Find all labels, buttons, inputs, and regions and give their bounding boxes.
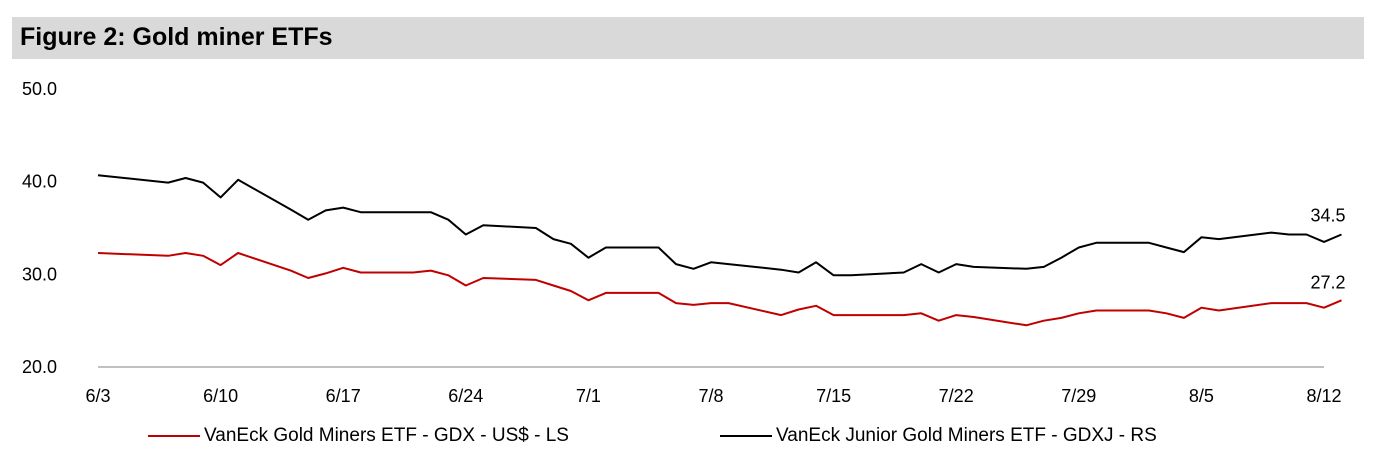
y-tick-label: 20.0 [22, 357, 57, 377]
x-tick-label: 7/8 [698, 386, 723, 406]
x-tick-label: 6/3 [85, 386, 110, 406]
legend-label-gdxj: VanEck Junior Gold Miners ETF - GDXJ - R… [776, 425, 1157, 446]
x-tick-label: 7/15 [816, 386, 851, 406]
y-tick-label: 30.0 [22, 264, 57, 284]
x-tick-label: 8/12 [1306, 386, 1341, 406]
x-tick-label: 6/17 [326, 386, 361, 406]
series-lines [97, 174, 1342, 327]
series-end-label-1: 34.5 [1310, 205, 1345, 225]
x-tick-label: 7/1 [576, 386, 601, 406]
x-tick-label: 8/5 [1189, 386, 1214, 406]
y-axis-ticks: 50.0 40.0 30.0 20.0 [22, 79, 57, 377]
figure-title: Figure 2: Gold miner ETFs [20, 23, 333, 51]
legend-entry-gdxj: VanEck Junior Gold Miners ETF - GDXJ - R… [720, 424, 1157, 448]
x-axis-ticks: 6/3 6/10 6/17 6/24 7/1 7/8 7/15 7/22 7/29 8/5 8/12 [85, 386, 1341, 406]
y-tick-label: 40.0 [22, 172, 57, 192]
y-tick-label: 50.0 [22, 79, 57, 99]
x-tick-label: 6/10 [203, 386, 238, 406]
x-tick-label: 6/24 [448, 386, 483, 406]
legend-entry-gdx: VanEck Gold Miners ETF - GDX - US$ - LS [148, 424, 569, 448]
legend-swatch-gdxj [720, 435, 772, 437]
series-end-label-0: 27.2 [1310, 272, 1345, 292]
series-line-0 [97, 252, 1342, 327]
x-tick-label: 7/22 [939, 386, 974, 406]
series-line-1 [97, 174, 1342, 277]
x-tick-label: 7/29 [1061, 386, 1096, 406]
end-labels: 27.2 34.5 [1310, 205, 1345, 292]
legend-label-gdx: VanEck Gold Miners ETF - GDX - US$ - LS [204, 425, 569, 446]
figure-title-bar: Figure 2: Gold miner ETFs [12, 17, 1364, 59]
legend-swatch-gdx [148, 435, 200, 437]
